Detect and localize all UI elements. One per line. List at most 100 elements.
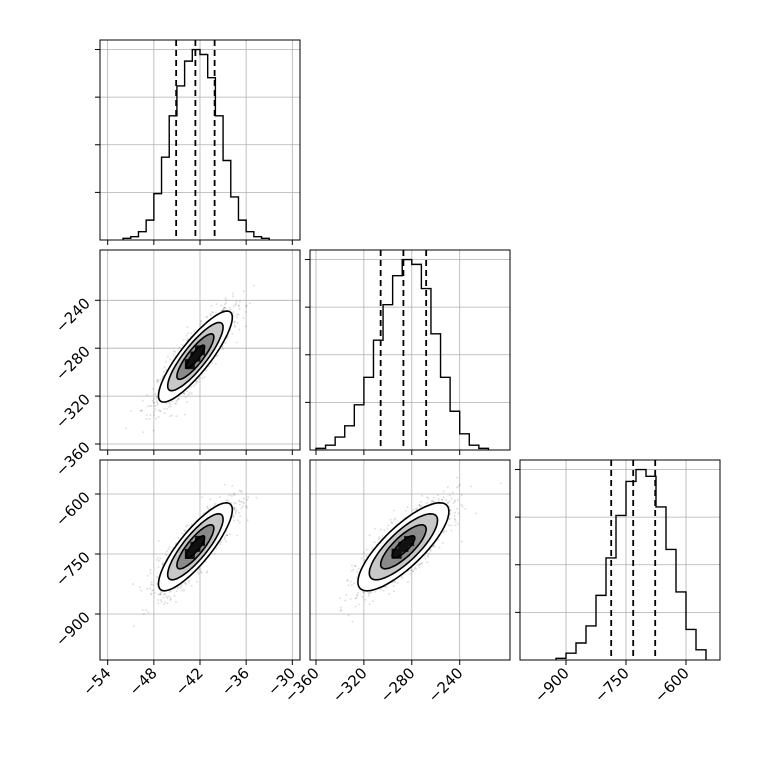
scatter-point — [200, 321, 203, 324]
scatter-point — [245, 304, 248, 307]
scatter-point — [449, 517, 452, 520]
scatter-point — [416, 564, 419, 567]
scatter-point — [415, 507, 418, 510]
scatter-point — [221, 345, 224, 348]
scatter-point — [378, 537, 381, 540]
scatter-point — [353, 564, 356, 567]
scatter-point — [189, 385, 192, 388]
scatter-point — [219, 543, 222, 546]
scatter-point — [183, 392, 186, 395]
scatter-point — [153, 401, 156, 404]
scatter-point — [157, 565, 160, 568]
scatter-point — [436, 538, 439, 541]
scatter-point — [165, 407, 168, 410]
y-tick-label: −280 — [52, 342, 94, 384]
scatter-point — [223, 306, 226, 309]
scatter-point — [157, 408, 160, 411]
scatter-point — [205, 571, 208, 574]
scatter-point — [155, 583, 158, 586]
scatter-point — [237, 304, 240, 307]
scatter-point — [139, 409, 142, 412]
scatter-point — [225, 534, 228, 537]
scatter-point — [238, 503, 241, 506]
scatter-point — [157, 378, 160, 381]
scatter-point — [222, 308, 225, 311]
scatter-point — [351, 569, 354, 572]
scatter-point — [146, 587, 149, 590]
scatter-point — [247, 496, 250, 499]
scatter-point — [214, 502, 217, 505]
density-core-cell — [184, 359, 195, 370]
scatter-point — [190, 584, 193, 587]
scatter-point — [214, 362, 217, 365]
scatter-point — [358, 603, 361, 606]
scatter-point — [464, 507, 467, 510]
scatter-point — [448, 505, 451, 508]
scatter-point — [149, 592, 152, 595]
scatter-point — [374, 527, 377, 530]
scatter-point — [387, 524, 390, 527]
scatter-point — [240, 490, 243, 493]
scatter-point — [460, 540, 463, 543]
scatter-point — [233, 320, 236, 323]
scatter-point — [232, 311, 235, 314]
scatter-point — [197, 380, 200, 383]
scatter-point — [196, 571, 199, 574]
scatter-point — [140, 409, 143, 412]
scatter-panel-1-0-content — [100, 250, 300, 450]
scatter-point — [418, 504, 421, 507]
contour-line — [157, 310, 234, 403]
scatter-point — [433, 500, 436, 503]
scatter-point — [180, 584, 183, 587]
scatter-point — [184, 396, 187, 399]
scatter-point — [157, 539, 160, 542]
scatter-point — [226, 499, 229, 502]
x-tick-label: −600 — [651, 664, 693, 706]
scatter-point — [453, 518, 456, 521]
scatter-point — [165, 553, 168, 556]
scatter-point — [432, 545, 435, 548]
scatter-point — [238, 511, 241, 514]
scatter-point — [232, 305, 235, 308]
scatter-point — [153, 414, 156, 417]
scatter-point — [238, 500, 241, 503]
scatter-point — [184, 582, 187, 585]
scatter-point — [392, 584, 395, 587]
scatter-point — [339, 606, 342, 609]
scatter-point — [155, 379, 158, 382]
scatter-point — [157, 559, 160, 562]
scatter-point — [371, 546, 374, 549]
scatter-panel-2-1-content — [310, 460, 510, 660]
scatter-point — [183, 589, 186, 592]
scatter-point — [150, 583, 153, 586]
scatter-point — [352, 568, 355, 571]
scatter-point — [193, 330, 196, 333]
scatter-point — [242, 497, 245, 500]
density-core-cell — [190, 541, 201, 552]
scatter-point — [151, 583, 154, 586]
scatter-point — [173, 402, 176, 405]
scatter-point — [194, 380, 197, 383]
scatter-point — [159, 593, 162, 596]
scatter-point — [365, 548, 368, 551]
scatter-point — [152, 429, 155, 432]
scatter-point — [347, 614, 350, 617]
scatter-point — [152, 388, 155, 391]
x-tick-label: −280 — [377, 664, 419, 706]
scatter-point — [148, 417, 151, 420]
histogram-panel-0 — [95, 39, 301, 241]
scatter-point — [177, 397, 180, 400]
scatter-point — [450, 529, 453, 532]
scatter-point — [382, 589, 385, 592]
scatter-point — [418, 563, 421, 566]
scatter-point — [209, 314, 212, 317]
scatter-point — [163, 593, 166, 596]
scatter-point — [362, 590, 365, 593]
scatter-point — [412, 508, 415, 511]
scatter-point — [225, 540, 228, 543]
scatter-point — [426, 555, 429, 558]
scatter-point — [185, 401, 188, 404]
scatter-point — [460, 493, 463, 496]
scatter-point — [130, 410, 133, 413]
scatter-point — [222, 308, 225, 311]
